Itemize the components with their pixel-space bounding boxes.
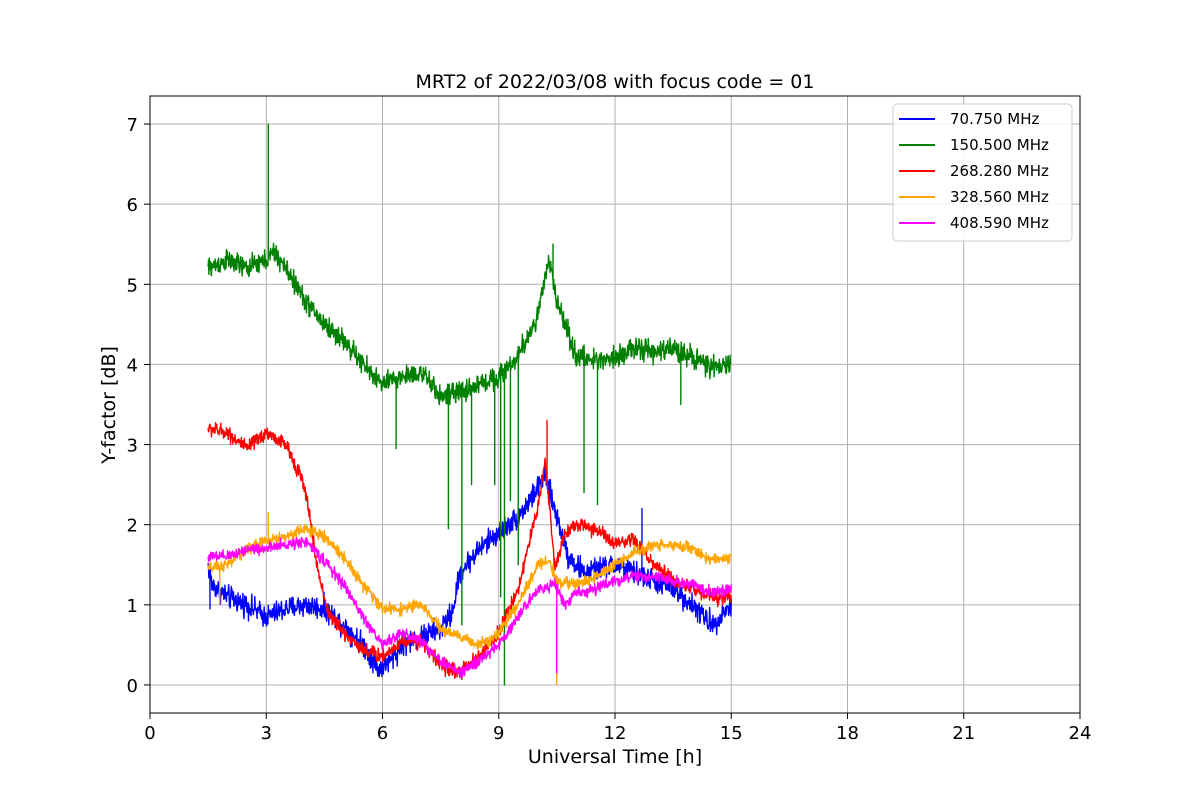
y-tick-label: 7 <box>127 115 138 136</box>
legend: 70.750 MHz 150.500 MHz 268.280 MHz 328.560 … <box>892 103 1073 242</box>
x-tick-label: 15 <box>720 723 743 744</box>
series-line-4 <box>207 536 732 679</box>
legend-entry-label: 328.560 MHz <box>950 188 1049 206</box>
legend-entry-label: 150.500 MHz <box>950 136 1049 154</box>
series-line-1 <box>207 123 732 686</box>
chart-title: MRT2 of 2022/03/08 with focus code = 01 <box>416 71 815 93</box>
legend-entry-label: 268.280 MHz <box>950 162 1049 180</box>
x-axis-label: Universal Time [h] <box>528 746 702 768</box>
legend-box <box>892 103 1073 242</box>
x-tick-label: 6 <box>377 723 388 744</box>
x-tick-label: 21 <box>952 723 975 744</box>
x-tick-label: 18 <box>836 723 859 744</box>
y-tick-label: 3 <box>127 436 138 457</box>
y-axis-label: Y-factor [dB] <box>98 346 120 465</box>
x-tick-label: 9 <box>493 723 504 744</box>
legend-entry-label: 70.750 MHz <box>950 110 1039 128</box>
x-tick-label: 0 <box>144 723 155 744</box>
y-tick-label: 1 <box>127 596 138 617</box>
x-tick-label: 24 <box>1069 723 1092 744</box>
y-tick-label: 6 <box>127 195 138 216</box>
y-tick-label: 5 <box>127 275 138 296</box>
y-tick-label: 0 <box>127 676 138 697</box>
series-line-3 <box>207 511 732 686</box>
legend-entry-label: 408.590 MHz <box>950 214 1049 232</box>
y-tick-label: 4 <box>127 355 138 376</box>
y-tick-label: 2 <box>127 516 138 537</box>
x-tick-label: 12 <box>604 723 627 744</box>
series-layer <box>207 123 732 686</box>
x-tick-label: 3 <box>261 723 272 744</box>
series-line-0 <box>207 459 732 678</box>
